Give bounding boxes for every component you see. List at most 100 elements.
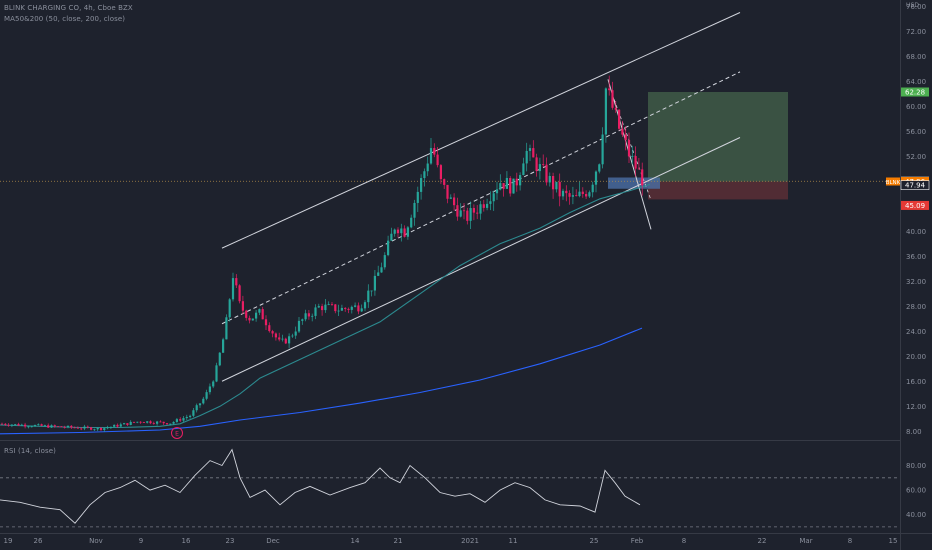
candle — [443, 179, 446, 185]
candle — [268, 325, 271, 332]
x-tick-label: 19 — [4, 537, 13, 545]
candle — [575, 195, 578, 197]
candle — [608, 88, 611, 91]
candle — [116, 424, 119, 427]
x-tick-label: 8 — [682, 537, 686, 545]
candle — [156, 421, 159, 424]
rsi-tick-label: 60.00 — [906, 487, 926, 495]
stop-price-tag — [901, 200, 929, 210]
entry-price-tag — [900, 180, 930, 190]
candle — [598, 164, 601, 172]
x-tick-label: 23 — [226, 537, 235, 545]
candle — [63, 427, 66, 428]
symbol-tag-label: BLNK — [886, 180, 901, 186]
candle — [0, 423, 4, 425]
candle — [568, 193, 571, 197]
candle — [413, 202, 416, 218]
candle — [311, 315, 314, 317]
moving-averages — [0, 183, 651, 435]
candle — [459, 210, 462, 217]
candle — [99, 427, 103, 431]
candle — [271, 331, 274, 334]
candle — [581, 191, 584, 194]
rsi-legend[interactable]: RSI (14, close) — [4, 447, 56, 455]
candle — [7, 424, 10, 426]
target-price-tag — [901, 87, 929, 97]
candle — [66, 425, 70, 428]
candle — [20, 424, 23, 426]
candle — [33, 425, 37, 427]
candle — [43, 425, 46, 427]
x-tick-label: 8 — [848, 537, 852, 545]
candle — [248, 317, 251, 321]
candle — [30, 426, 33, 428]
candle — [195, 405, 198, 411]
candle — [495, 189, 499, 194]
candle — [50, 425, 53, 428]
candle — [387, 240, 390, 256]
candle — [218, 352, 221, 366]
candle — [179, 419, 182, 421]
candle — [344, 307, 347, 309]
candle — [37, 424, 40, 426]
x-tick-label: 22 — [758, 537, 767, 545]
y-tick-label: 40.00 — [906, 228, 926, 236]
channel-mid-line — [221, 71, 741, 325]
candle — [420, 178, 423, 192]
x-tick-label: 25 — [590, 537, 599, 545]
candle — [231, 278, 235, 300]
ma-legend[interactable]: MA50&200 (50, close, 200, close) — [4, 15, 126, 23]
candle — [370, 290, 373, 292]
y-tick-label: 68.00 — [906, 53, 926, 61]
x-tick-label: Feb — [631, 537, 644, 545]
y-tick-label: 52.00 — [906, 153, 926, 161]
y-tick-label: 20.00 — [906, 353, 926, 361]
candle — [47, 425, 50, 428]
candle — [548, 176, 551, 183]
y-tick-label: 36.00 — [906, 253, 926, 261]
y-tick-label: 8.00 — [906, 428, 922, 436]
channel-lines — [221, 12, 741, 382]
candle — [113, 424, 116, 427]
candle — [453, 197, 456, 206]
candle — [426, 163, 429, 172]
candle — [396, 229, 400, 234]
rsi-tick-label: 80.00 — [906, 462, 926, 470]
candle — [57, 426, 60, 428]
candle — [73, 427, 76, 429]
candle — [14, 424, 17, 425]
candle — [142, 422, 145, 423]
x-tick-label: Dec — [266, 537, 280, 545]
candle — [519, 175, 522, 186]
candle — [502, 183, 505, 189]
candle — [604, 88, 607, 135]
candle — [410, 217, 413, 228]
candle — [472, 208, 475, 213]
candle — [304, 313, 307, 320]
x-tick-label: 21 — [394, 537, 403, 545]
y-tick-label: 76.00 — [906, 3, 926, 11]
candle — [136, 421, 139, 423]
candle — [462, 210, 466, 212]
candle — [479, 204, 482, 214]
candle — [129, 421, 132, 425]
currency-label: USD — [906, 2, 920, 9]
candle — [449, 197, 452, 199]
candle — [532, 148, 535, 158]
candle — [601, 134, 604, 165]
symbol-legend[interactable]: BLINK CHARGING CO, 4h, Cboe BZX — [4, 4, 133, 12]
y-tick-label: 64.00 — [906, 78, 926, 86]
ma50-line — [0, 183, 651, 429]
candle — [317, 306, 320, 308]
candle — [403, 228, 406, 237]
candle — [314, 307, 317, 316]
candle — [198, 403, 202, 406]
candle — [96, 427, 99, 430]
candle — [400, 228, 403, 234]
entry-box — [608, 177, 660, 189]
candle — [126, 423, 129, 425]
candle — [212, 381, 215, 387]
